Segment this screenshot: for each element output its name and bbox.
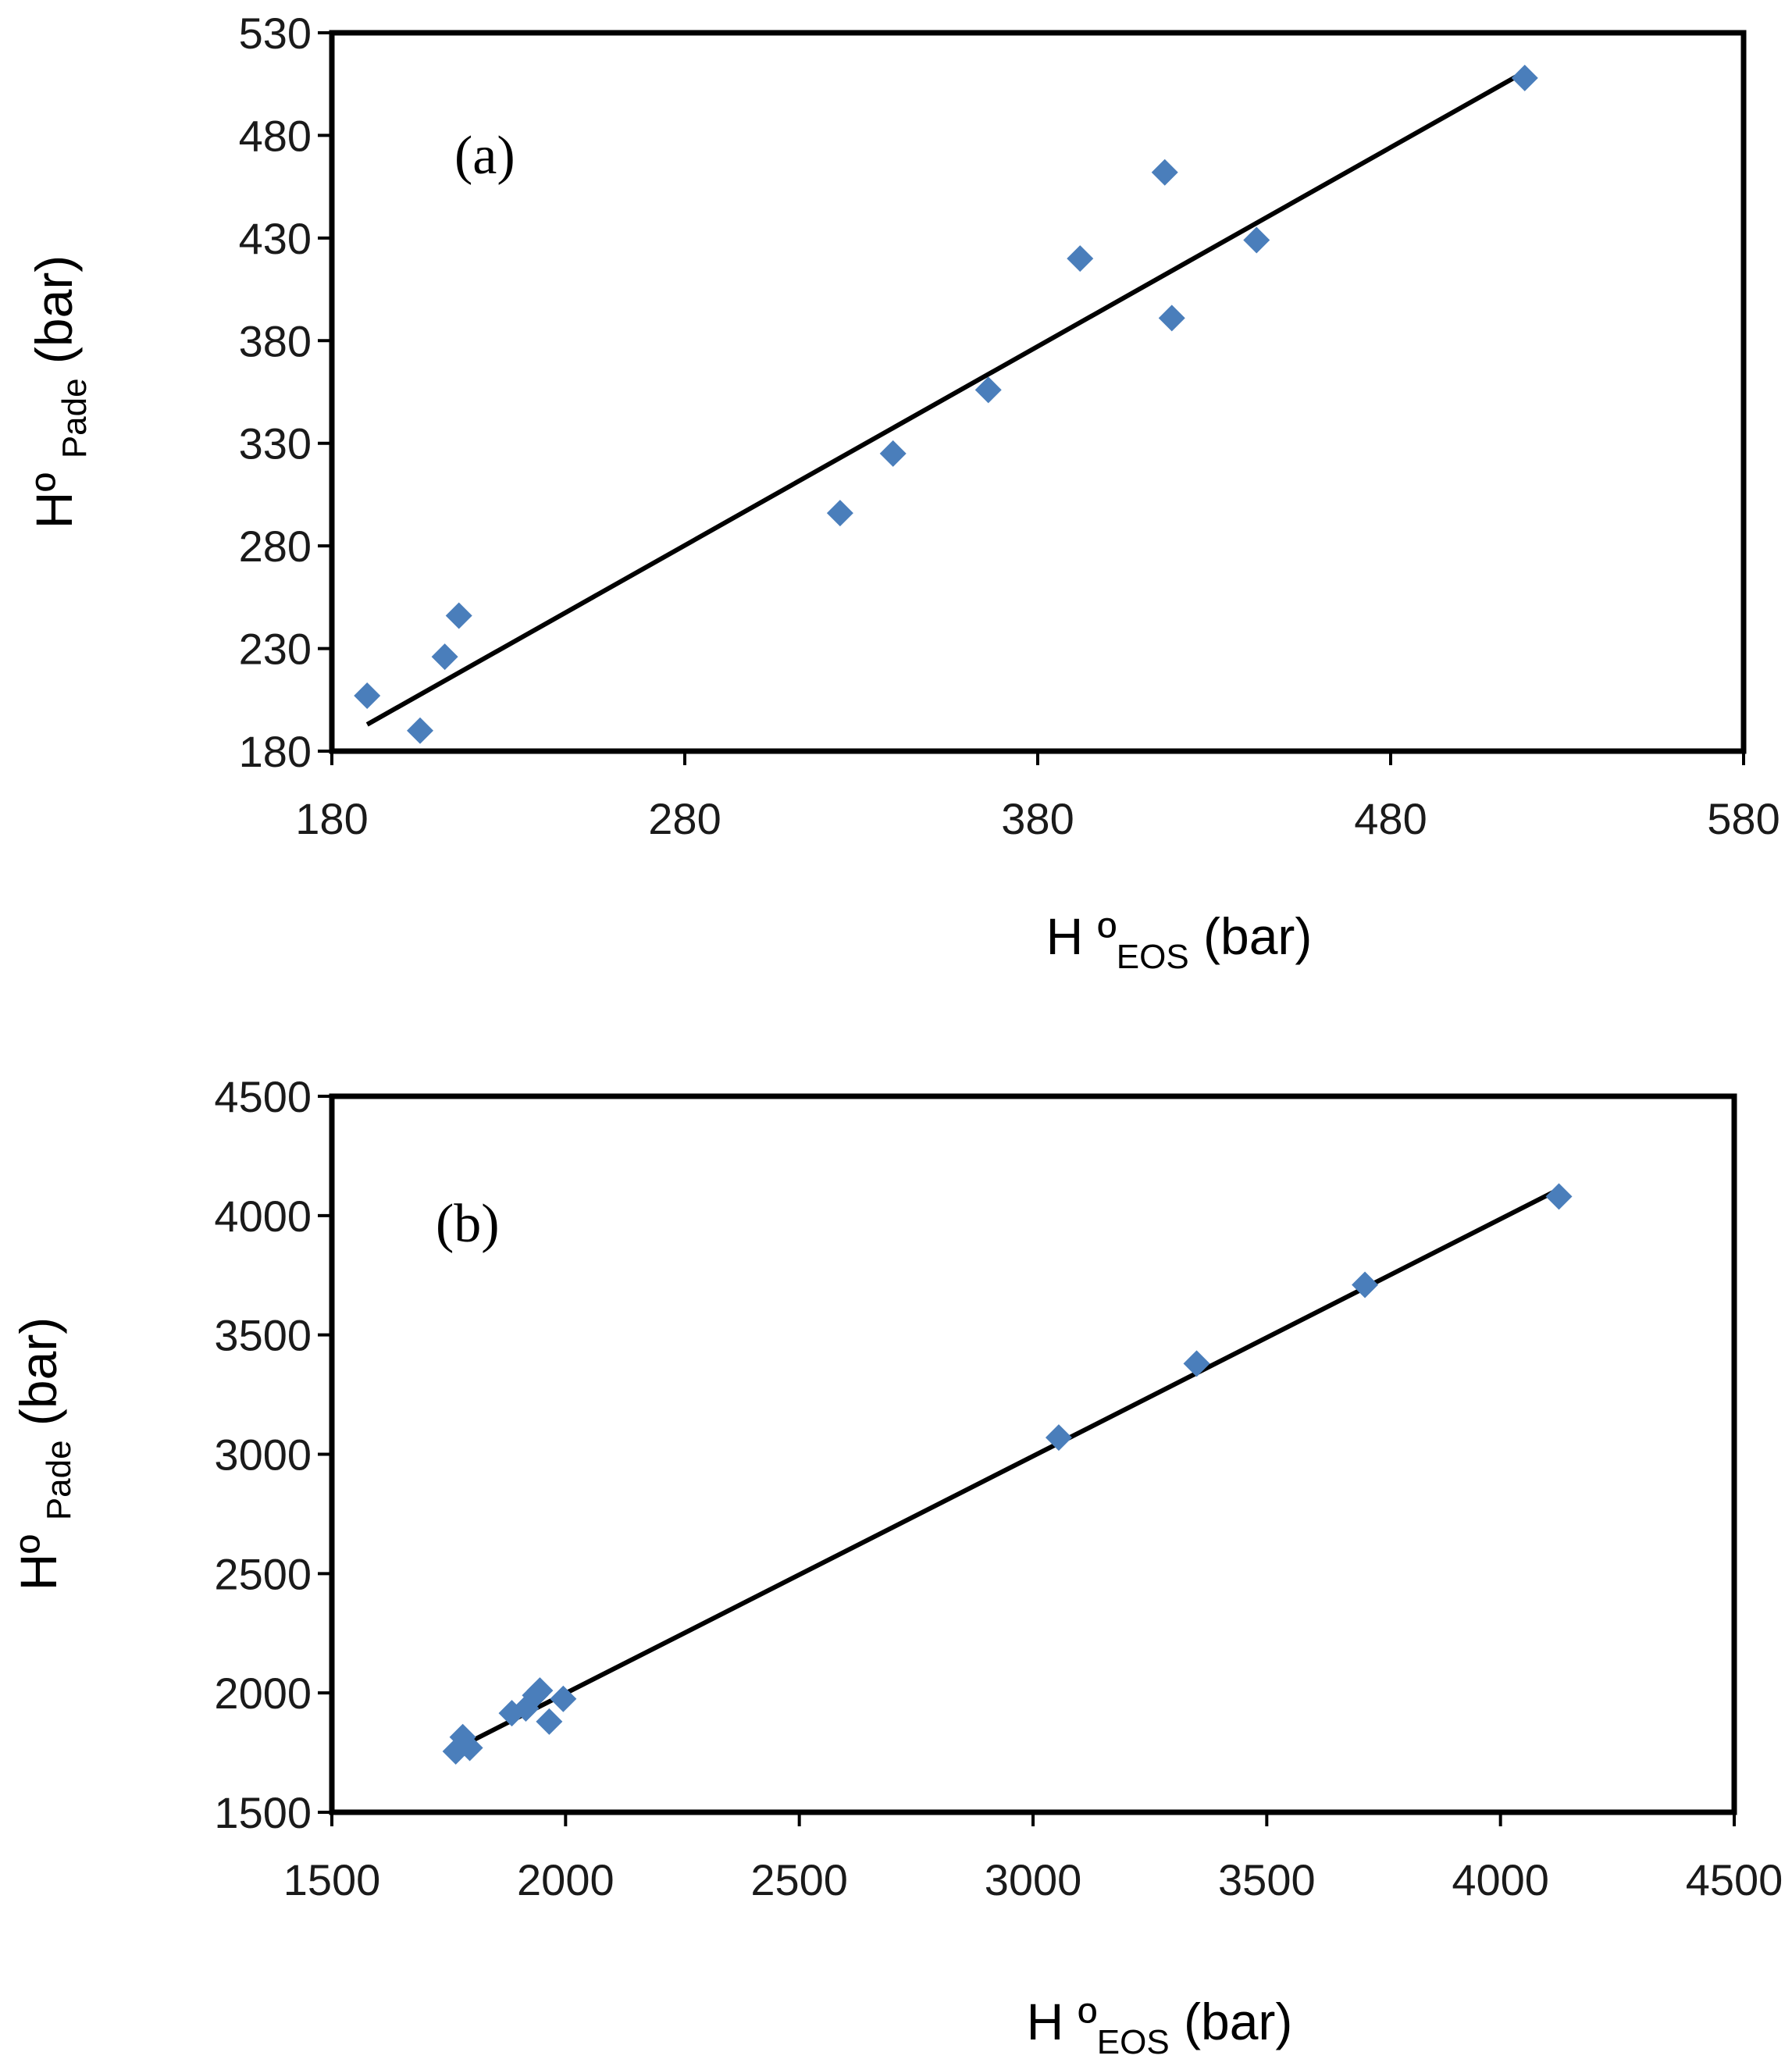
x-tick-label: 4000 [1452,1855,1549,1904]
x-tick-label: 380 [1001,794,1074,843]
y-tick-label: 280 [239,522,312,571]
data-point [456,1734,483,1762]
data-point [1545,1183,1573,1210]
data-point [1183,1350,1210,1377]
y-tick-label: 380 [239,316,312,365]
y-tick-label: 3000 [214,1430,312,1480]
x-tick-label: 3500 [1218,1855,1316,1904]
x-tick-label: 4500 [1686,1855,1783,1904]
x-axis-title-a: H ºEOS (bar) [1046,907,1313,976]
x-tick-label: 3000 [985,1855,1082,1904]
fit-line-a [365,69,1527,727]
x-axis-title-b: H ºEOS (bar) [1027,1993,1293,2059]
y-tick-label: 480 [239,111,312,160]
data-point [550,1685,577,1712]
y-title-unit-b: (bar) [9,1317,67,1441]
x-title-main-a: H º [1046,907,1117,965]
x-tick-label: 480 [1354,794,1427,843]
y-title-sub-a: Pade [55,378,94,458]
data-point [407,717,433,744]
x-title-unit-b: (bar) [1170,1993,1293,2050]
panel-label-a: (a) [454,126,515,186]
plot-frame-a [329,30,1747,754]
y-tick-label: 530 [239,9,312,58]
data-points-a [354,64,1538,744]
x-tick-labels-a: 180 280 380 480 580 [295,794,1780,843]
x-tick-labels-b: 1500 2000 2500 3000 3500 4000 4500 [283,1855,1783,1904]
y-title-main-a: Hº [25,458,83,529]
y-tick-label: 1500 [214,1788,312,1837]
y-axis-title-a: Hº Pade (bar) [25,255,94,529]
data-point [1352,1271,1379,1298]
y-tick-label: 4500 [214,1072,312,1121]
fit-line-b [454,1187,1560,1751]
fit-line [454,1187,1560,1751]
tick-marks-b [318,1095,1736,1826]
y-tick-label: 3500 [214,1311,312,1360]
data-points-b [442,1183,1573,1765]
y-tick-label: 2000 [214,1669,312,1718]
data-point [1045,1424,1072,1452]
data-point [1067,245,1094,273]
x-tick-label: 2500 [750,1855,848,1904]
y-tick-labels-b: 1500 2000 2500 3000 3500 4000 4500 [214,1072,312,1837]
chart-panel-b: 1500 2000 2500 3000 3500 4000 4500 1500 2000 250… [9,1072,1783,2059]
data-point [879,440,907,467]
x-title-sub-a: EOS [1117,938,1189,976]
y-tick-label: 330 [239,419,312,468]
data-point [536,1708,563,1735]
data-point [526,1677,554,1705]
y-tick-label: 180 [239,727,312,776]
y-title-unit-a: (bar) [25,255,83,379]
y-tick-label: 4000 [214,1192,312,1241]
x-title-sub-b: EOS [1097,2023,1170,2059]
panel-label-b: (b) [436,1194,500,1254]
tick-marks-a [318,31,1745,765]
data-point [431,643,458,671]
y-tick-label: 430 [239,214,312,263]
data-point [974,376,1002,404]
data-point [826,500,853,527]
x-tick-label: 2000 [517,1855,615,1904]
x-tick-label: 280 [648,794,721,843]
data-point [445,602,472,629]
x-title-main-b: H º [1027,1993,1097,2050]
data-point [1151,159,1178,186]
x-tick-label: 1500 [283,1855,381,1904]
data-point [1158,305,1185,332]
chart-panel-a: 180 280 380 480 580 180 230 280 330 380 430 480 530… [25,9,1780,976]
x-tick-label: 180 [295,794,368,843]
y-tick-labels-a: 180 230 280 330 380 430 480 530 [239,9,312,776]
data-point [1243,226,1270,254]
x-title-unit-a: (bar) [1189,907,1313,965]
y-tick-label: 2500 [214,1549,312,1598]
y-title-main-b: Hº [9,1520,67,1591]
data-point [1511,64,1538,91]
y-title-sub-b: Pade [40,1440,78,1520]
x-tick-label: 580 [1707,794,1780,843]
y-tick-label: 230 [239,625,312,674]
data-point [354,682,381,710]
y-axis-title-b: Hº Pade (bar) [9,1317,78,1591]
fit-line [365,69,1527,727]
